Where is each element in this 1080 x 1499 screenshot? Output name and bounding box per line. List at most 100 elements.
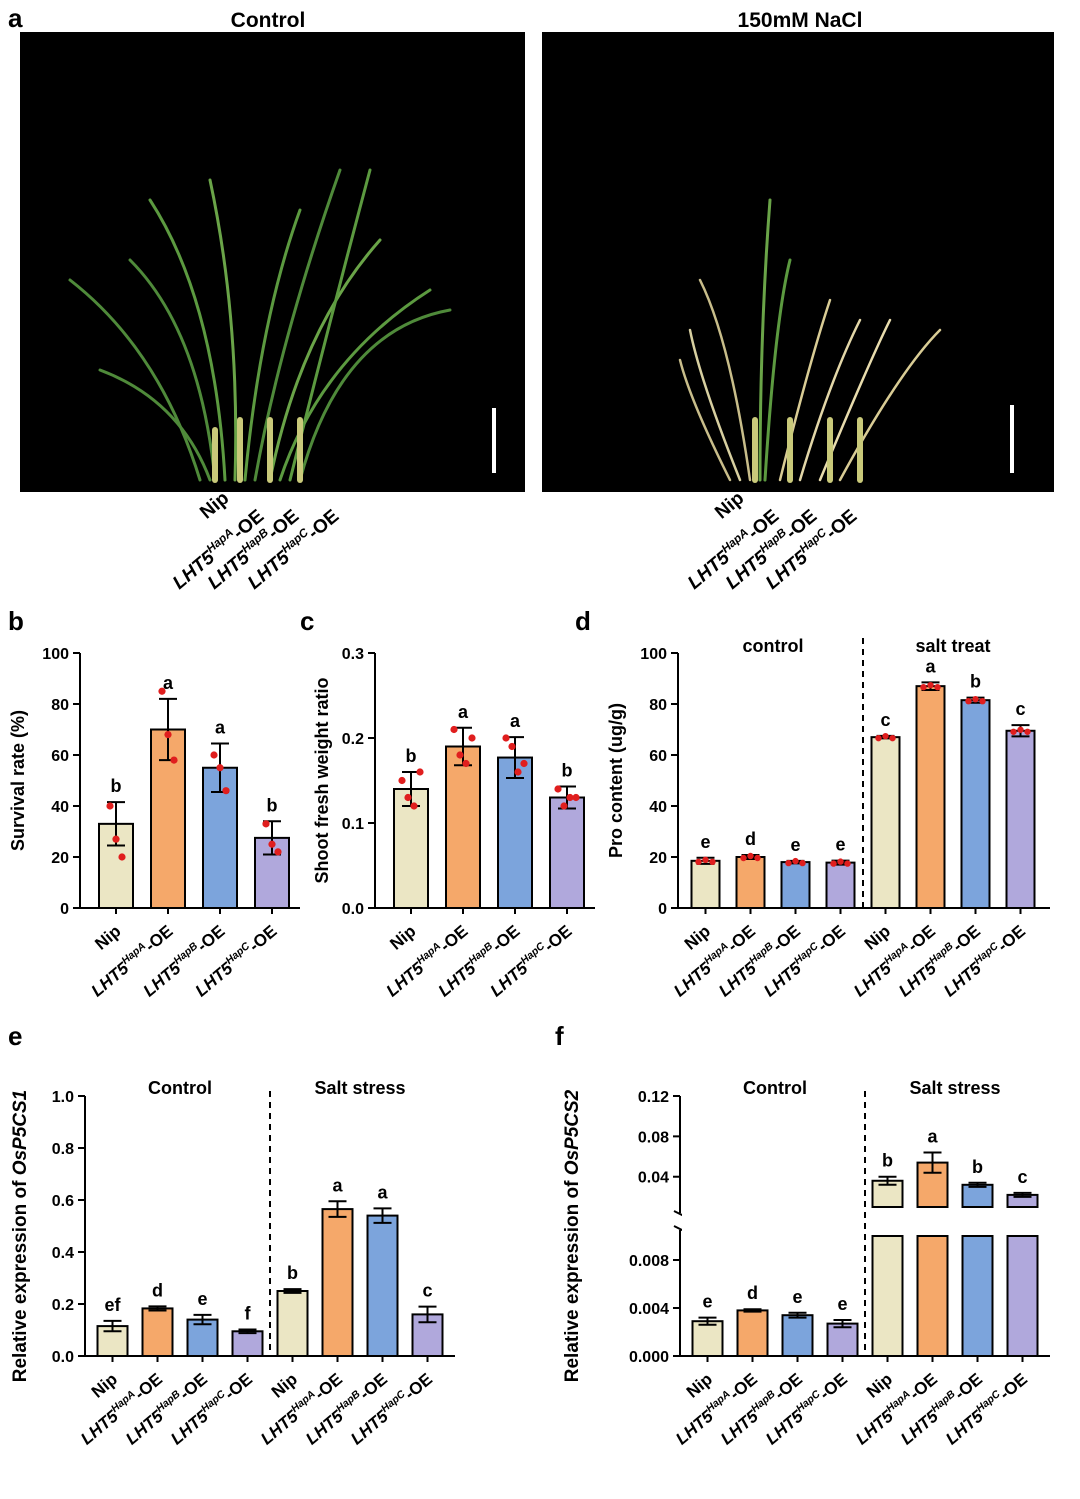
data-point bbox=[889, 734, 896, 742]
bar bbox=[960, 699, 991, 909]
x-tick-label-text: LHT5HapC-OE bbox=[761, 1369, 851, 1449]
x-tick-label: LHT5HapC-OE bbox=[346, 1369, 436, 1449]
bar bbox=[321, 1208, 354, 1357]
bar bbox=[141, 1307, 174, 1358]
significance-letter: c bbox=[880, 710, 890, 730]
y-tick-label: 20 bbox=[649, 850, 667, 867]
chart-b-survival-rate: 020406080100baabNipLHT5HapA-OELHT5HapB-O… bbox=[8, 646, 300, 1001]
data-point bbox=[170, 756, 178, 764]
x-tick-label-text: LHT5HapC-OE bbox=[941, 1369, 1031, 1449]
x-tick-label: LHT5HapC-OE bbox=[760, 922, 849, 1001]
bar bbox=[915, 685, 946, 910]
data-point bbox=[572, 793, 580, 802]
significance-letter: b bbox=[267, 795, 278, 815]
y-axis-title: Shoot fresh weight ratio bbox=[312, 677, 332, 883]
data-point bbox=[520, 759, 528, 768]
scale-bar-control bbox=[492, 408, 496, 473]
y-axis-title-text: Pro content (ug/g) bbox=[606, 703, 626, 858]
significance-letter: f bbox=[245, 1303, 252, 1323]
significance-letter: b bbox=[111, 776, 122, 796]
panel-letter-a: a bbox=[8, 3, 23, 33]
significance-letter: b bbox=[972, 1157, 983, 1177]
group-label: control bbox=[743, 636, 804, 656]
x-tick-label: LHT5HapC-OE bbox=[941, 1369, 1031, 1449]
data-point bbox=[508, 742, 516, 751]
bar bbox=[826, 1322, 859, 1357]
bar bbox=[690, 859, 721, 910]
x-tick-label-text: Nip bbox=[683, 1370, 716, 1402]
significance-letter: a bbox=[925, 656, 936, 676]
data-point bbox=[222, 787, 230, 795]
x-tick-label: Nip bbox=[861, 922, 894, 954]
panel-letter-b: b bbox=[8, 606, 24, 636]
y-tick-label: 40 bbox=[51, 799, 69, 816]
data-point bbox=[965, 697, 972, 705]
chart-c-shoot-fresh-weight: 0.00.10.20.3ba abNipLHT5HapA-OELHT5HapB-O… bbox=[312, 646, 595, 1001]
bar bbox=[549, 796, 585, 909]
bar bbox=[781, 1314, 814, 1357]
photo-label-nip-text: Nip bbox=[196, 488, 233, 524]
data-point bbox=[747, 852, 754, 860]
significance-letter: a bbox=[163, 673, 174, 693]
y-axis-title-gene: OsP5CS1 bbox=[10, 1090, 31, 1176]
data-point bbox=[106, 802, 114, 810]
data-point bbox=[566, 793, 574, 802]
scale-bar-salt bbox=[1010, 405, 1014, 473]
y-tick-label: 0.6 bbox=[52, 1193, 74, 1210]
y-axis-title: Relative expression of OsP5CS2 bbox=[562, 1089, 583, 1382]
data-point bbox=[416, 768, 424, 776]
data-point bbox=[754, 854, 761, 862]
rice-plants-salt bbox=[678, 198, 942, 483]
y-tick-label: 80 bbox=[649, 697, 667, 714]
data-point bbox=[118, 853, 126, 861]
y-tick-label: 0 bbox=[60, 901, 69, 918]
y-tick-label: 0.0 bbox=[52, 1349, 74, 1366]
bar bbox=[366, 1214, 399, 1357]
y-tick-label: 80 bbox=[51, 697, 69, 714]
significance-letter: d bbox=[152, 1280, 163, 1300]
bar bbox=[231, 1330, 264, 1358]
significance-letter: a bbox=[927, 1127, 938, 1147]
panel-letter-d: d bbox=[575, 606, 591, 636]
x-tick-label: Nip bbox=[863, 1370, 896, 1402]
x-tick-label-text: Nip bbox=[681, 922, 714, 954]
significance-letter: b bbox=[406, 746, 417, 766]
x-tick-label: Nip bbox=[268, 1370, 301, 1402]
bar bbox=[870, 736, 901, 910]
bar-lower-segment bbox=[1006, 1235, 1039, 1357]
x-tick-label: Nip bbox=[88, 1370, 121, 1402]
significance-letter: e bbox=[702, 1292, 712, 1312]
data-point bbox=[560, 802, 568, 810]
x-tick-label-text: LHT5HapC-OE bbox=[166, 1369, 256, 1449]
x-tick-label-text: LHT5HapC-OE bbox=[939, 921, 1029, 1001]
data-point bbox=[695, 858, 702, 866]
significance-letter: a bbox=[332, 1175, 343, 1195]
x-tick-label-text: LHT5HapC-OE bbox=[346, 1369, 436, 1449]
data-point bbox=[792, 857, 799, 865]
bar bbox=[780, 861, 811, 909]
data-point bbox=[462, 759, 470, 768]
bar bbox=[1005, 729, 1036, 910]
data-point bbox=[844, 860, 851, 867]
y-axis-title: Survival rate (%) bbox=[8, 710, 28, 851]
photo-label-nip-text: Nip bbox=[711, 488, 748, 524]
y-tick-label: 0.4 bbox=[52, 1245, 74, 1262]
y-tick-label: 0 bbox=[658, 901, 667, 918]
bar bbox=[825, 861, 856, 909]
oe-suffix: -OE bbox=[304, 506, 343, 544]
y-tick-label: 0.004 bbox=[629, 1301, 669, 1318]
photo-left-title: Control bbox=[231, 9, 306, 32]
significance-letter: a bbox=[377, 1182, 388, 1202]
bar-upper-segment bbox=[961, 1183, 994, 1209]
group-label: Salt stress bbox=[909, 1078, 1000, 1098]
bar-lower-segment bbox=[916, 1235, 949, 1357]
bar bbox=[445, 745, 481, 909]
x-tick-label-text: Nip bbox=[268, 1370, 301, 1402]
y-axis-title-prefix: Relative expression of bbox=[10, 1175, 31, 1382]
y-tick-label: 0.000 bbox=[629, 1349, 669, 1366]
